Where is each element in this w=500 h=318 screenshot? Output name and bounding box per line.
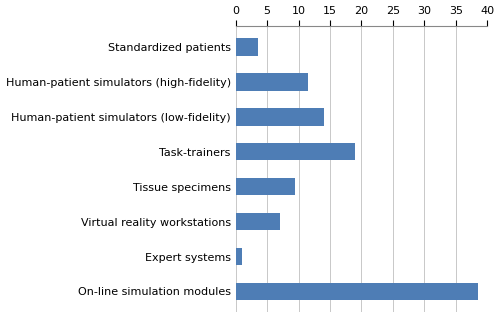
Bar [236, 38, 258, 56]
Bar [236, 108, 324, 126]
Bar [236, 143, 355, 161]
Bar [236, 73, 308, 91]
Bar [236, 213, 280, 230]
Bar [236, 283, 478, 300]
Bar [236, 248, 242, 265]
Bar [236, 178, 296, 195]
